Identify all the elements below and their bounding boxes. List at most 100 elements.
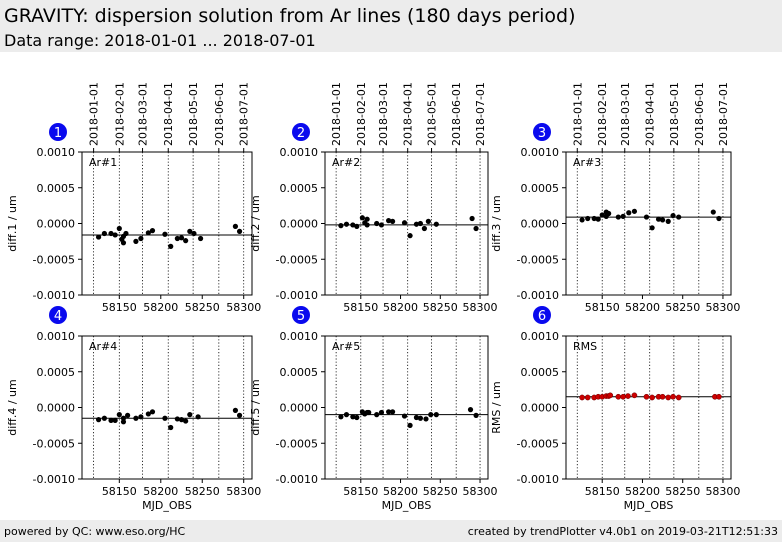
x-tick-label: 58250 (665, 485, 700, 498)
data-point (423, 416, 429, 422)
data-point (191, 230, 197, 237)
y-tick-label: -0.0005 (33, 437, 75, 450)
data-point (584, 394, 591, 401)
panel-1: 0.0010 0.0005 0.0000 -0.0005 -0.0010 58150 582… (6, 82, 261, 314)
panel-badge-number: 4 (54, 309, 62, 324)
data-point (631, 392, 638, 399)
panel-3: 0.0010 0.0005 0.0000 -0.0005 -0.0010 58150 582… (490, 82, 740, 314)
y-tick-label: 0.0010 (521, 146, 560, 159)
x-tick-label: 58300 (463, 301, 498, 314)
data-point (116, 225, 122, 232)
data-point (407, 233, 413, 239)
data-point (579, 394, 585, 401)
date-tick-label: 2018-02-01 (113, 82, 126, 146)
y-tick-label: -0.0010 (517, 289, 559, 302)
data-point (626, 210, 632, 216)
panel-badge (533, 123, 551, 141)
page-subtitle: Data range: 2018-01-01 ... 2018-07-01 (4, 31, 316, 50)
panel-badge (292, 306, 310, 324)
date-tick-label: 2018-03-01 (137, 82, 150, 146)
date-tick-label: 2018-03-01 (377, 82, 390, 146)
page-title: GRAVITY: dispersion solution from Ar lin… (4, 5, 576, 27)
y-tick-label: -0.0010 (517, 473, 559, 486)
data-point (675, 394, 682, 401)
panel-badge (533, 306, 551, 324)
y-axis-label: diff.4 / um (6, 379, 19, 436)
data-point (625, 393, 631, 399)
data-point (354, 414, 360, 421)
data-point (120, 419, 127, 425)
data-point (389, 409, 396, 415)
x-tick-label: 58300 (226, 485, 261, 498)
plot-frame (324, 335, 489, 480)
data-point (178, 417, 185, 423)
panel-badge-number: 3 (538, 126, 546, 141)
data-point (174, 416, 180, 422)
data-point (467, 407, 474, 413)
panel-badge-number: 1 (54, 126, 62, 141)
y-tick-label: 0.0000 (37, 402, 76, 415)
data-point (364, 222, 370, 228)
x-tick-label: 58200 (143, 485, 178, 498)
y-tick-label: 0.0010 (280, 146, 319, 159)
date-tick-label: 2018-02-01 (355, 82, 368, 146)
data-point (101, 415, 107, 421)
panel-label: Ar#1 (89, 156, 117, 169)
data-point (354, 223, 360, 229)
data-point (649, 394, 655, 401)
header: GRAVITY: dispersion solution from Ar lin… (0, 0, 782, 52)
data-point (606, 210, 612, 217)
data-point (236, 228, 243, 234)
plot-frame (565, 335, 732, 480)
panel-badge (49, 123, 67, 141)
data-point (595, 216, 601, 222)
data-point (643, 214, 650, 220)
data-point (473, 412, 479, 418)
x-tick-label: 58250 (423, 301, 458, 314)
data-point (364, 216, 370, 222)
x-tick-label: 58200 (625, 301, 660, 314)
plot-frame (81, 151, 253, 296)
data-point (417, 220, 424, 227)
data-point (659, 393, 666, 400)
x-tick-label: 58150 (585, 485, 620, 498)
x-axis-label: MJD_OBS (142, 499, 192, 512)
data-point (149, 409, 156, 415)
data-point (149, 228, 156, 234)
y-tick-label: -0.0005 (33, 253, 75, 266)
data-point (338, 414, 344, 420)
data-point (665, 394, 672, 401)
data-point (145, 411, 151, 417)
y-tick-label: -0.0010 (33, 289, 75, 302)
plot-frame (565, 151, 732, 296)
date-tick-label: 2018-01-01 (88, 82, 101, 146)
data-point (378, 409, 385, 416)
data-point (108, 230, 114, 237)
data-point (232, 407, 239, 413)
data-point (670, 393, 676, 400)
data-point (585, 215, 591, 222)
panel-badge-number: 2 (297, 126, 305, 141)
data-point (338, 223, 344, 229)
x-tick-label: 58250 (185, 485, 220, 498)
data-point (162, 415, 168, 421)
data-point (469, 215, 475, 222)
y-tick-label: 0.0010 (37, 146, 76, 159)
data-point (620, 393, 626, 400)
data-point (374, 412, 380, 418)
data-point (116, 412, 122, 418)
data-point (655, 216, 662, 222)
data-point (366, 409, 372, 416)
data-point (378, 222, 385, 228)
y-tick-label: 0.0000 (521, 402, 560, 415)
x-tick-label: 58300 (463, 485, 498, 498)
data-point (473, 225, 479, 232)
data-point (620, 213, 626, 219)
data-point (374, 220, 380, 227)
data-point (168, 424, 174, 431)
panel-badge-number: 5 (297, 309, 305, 324)
x-tick-label: 58200 (383, 301, 418, 314)
data-point (112, 417, 118, 423)
data-point (386, 218, 392, 224)
